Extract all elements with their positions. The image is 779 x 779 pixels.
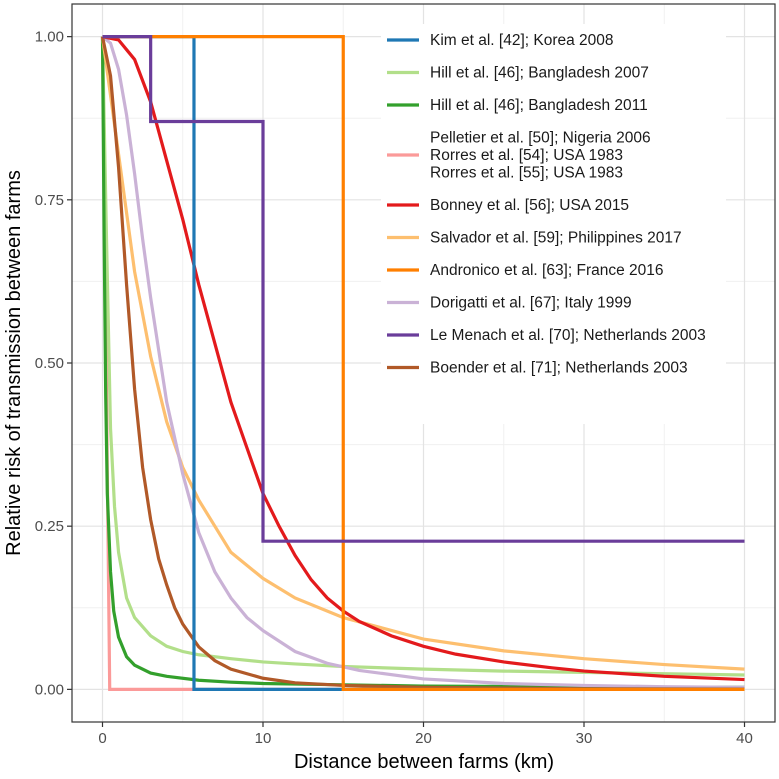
legend-label-4: Bonney et al. [56]; USA 2015	[430, 197, 629, 214]
legend-background	[381, 24, 726, 424]
x-tick-label: 10	[255, 730, 272, 747]
y-tick-label: 0.25	[35, 518, 64, 535]
x-tick-label: 30	[576, 730, 593, 747]
legend-label-5: Salvador et al. [59]; Philippines 2017	[430, 230, 682, 247]
y-tick-label: 1.00	[35, 29, 64, 46]
legend-label-3: Pelletier et al. [50]; Nigeria 2006	[430, 130, 651, 147]
series-line-9	[100, 36, 745, 691]
legend-label-0: Kim et al. [42]; Korea 2008	[430, 32, 614, 49]
legend-label-2: Hill et al. [46]; Bangladesh 2011	[430, 97, 648, 114]
legend-label-6: Andronico et al. [63]; France 2016	[430, 262, 664, 279]
series-line-8	[102, 35, 745, 543]
x-tick-label: 20	[415, 730, 432, 747]
legend-label-7: Dorigatti et al. [67]; Italy 1999	[430, 295, 632, 312]
series-line-5	[100, 36, 745, 671]
y-tick-label: 0.50	[35, 355, 64, 372]
series-line-7	[101, 35, 745, 690]
y-axis-title: Relative risk of transmission between fa…	[3, 170, 25, 556]
legend-label-1: Hill et al. [46]; Bangladesh 2007	[430, 65, 649, 82]
legend-label-9: Boender et al. [71]; Netherlands 2003	[430, 360, 688, 377]
series-line-6	[102, 35, 745, 691]
series-lines	[100, 35, 745, 691]
legend: Kim et al. [42]; Korea 2008 Hill et al. […	[381, 24, 726, 424]
legend-label-8: Le Menach et al. [70]; Netherlands 2003	[430, 327, 706, 344]
series-line-4	[102, 35, 745, 682]
x-tick-label: 40	[736, 730, 753, 747]
axis-ticks: 0 10 20 30 40 0.00 0.25 0.50 0.75 1.00	[35, 29, 753, 747]
y-tick-label: 0.75	[35, 192, 64, 209]
legend-label-3: Rorres et al. [55]; USA 1983	[430, 165, 623, 182]
y-tick-label: 0.00	[35, 681, 64, 698]
legend-label-3: Rorres et al. [54]; USA 1983	[430, 147, 623, 164]
x-tick-label: 0	[98, 730, 106, 747]
series-line-1	[100, 36, 745, 677]
x-axis-title: Distance between farms (km)	[294, 751, 554, 773]
